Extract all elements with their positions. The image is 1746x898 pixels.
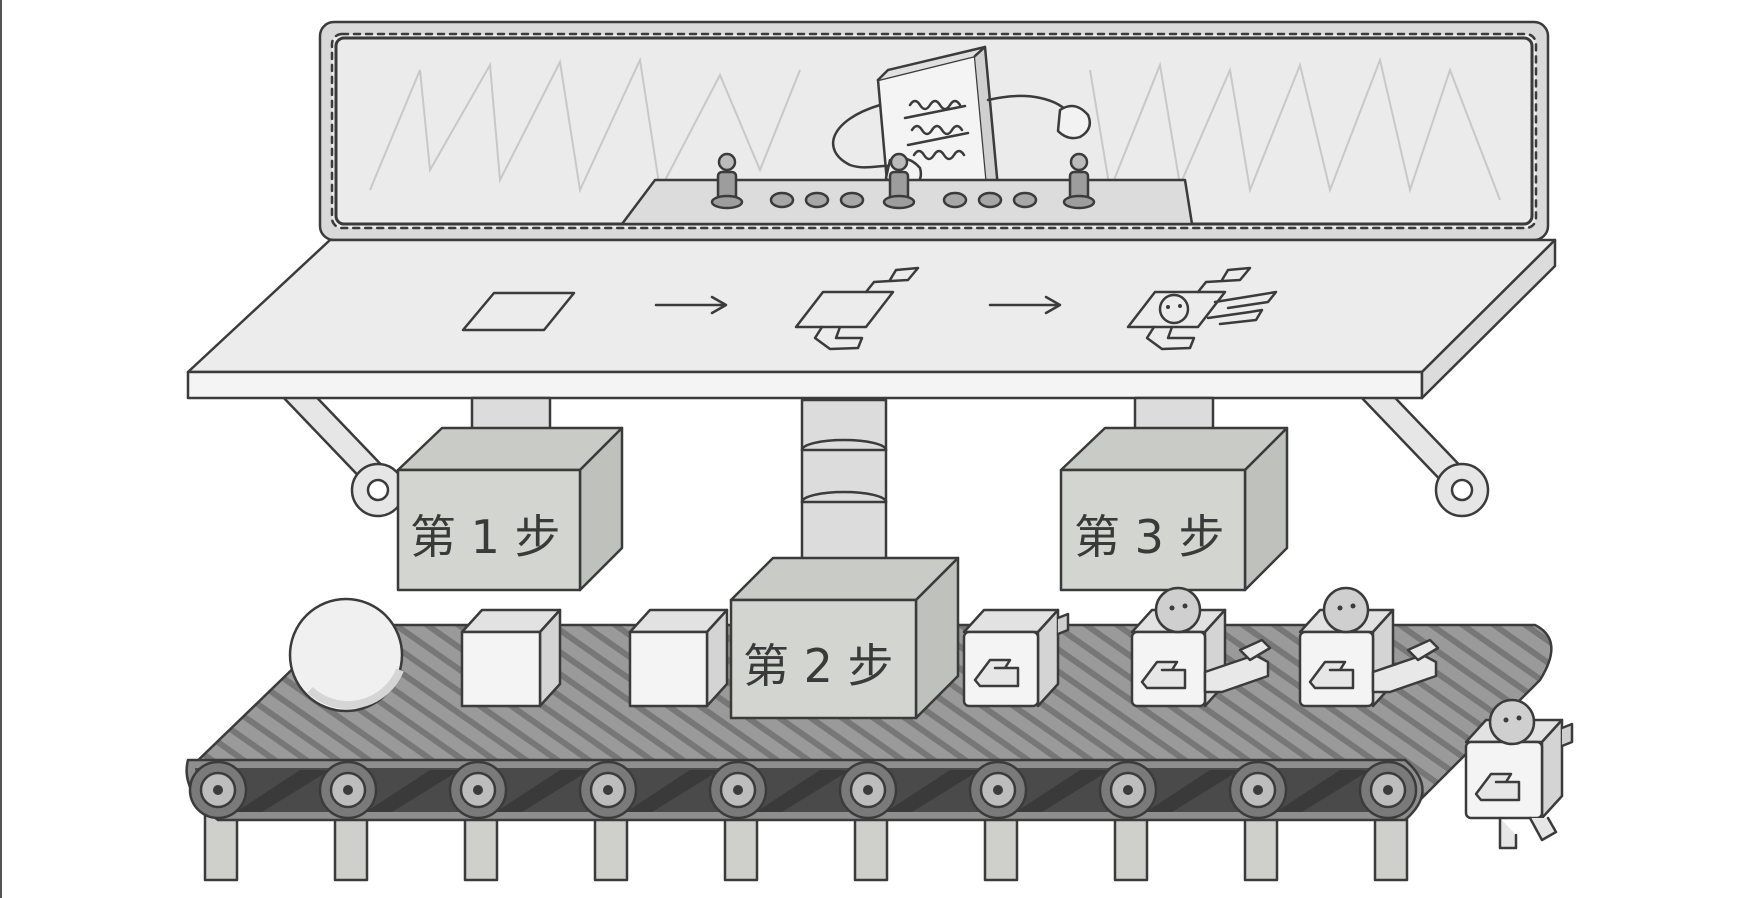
belt-rollers (188, 760, 1418, 820)
robot-with-head-icon (1130, 586, 1272, 708)
station-step-1: 第 1 步 (396, 396, 624, 592)
robot-with-head-icon-2 (1298, 586, 1440, 708)
blueprint-full-robot-icon (1126, 266, 1278, 351)
walking-robot-icon (1464, 698, 1574, 850)
blueprint-table (186, 238, 1557, 518)
step-1-label: 第 1 步 (410, 510, 561, 564)
sphere-icon (288, 597, 404, 713)
control-console (620, 152, 1194, 226)
arrow-right-icon-2 (988, 295, 1062, 315)
blueprint-square-icon (461, 291, 576, 332)
robot-torso-icon (962, 608, 1070, 708)
station-step-3: 第 3 步 (1059, 396, 1289, 592)
cube-icon (460, 608, 562, 708)
blueprint-partial-robot-icon (794, 266, 920, 351)
step-3-label: 第 3 步 (1074, 510, 1225, 564)
step-2-label: 第 2 步 (743, 639, 894, 693)
station-step-2: 第 2 步 (729, 398, 960, 720)
cube-icon-2 (628, 608, 729, 708)
conveyor-belt (185, 623, 1553, 882)
arrow-right-icon (654, 295, 728, 315)
